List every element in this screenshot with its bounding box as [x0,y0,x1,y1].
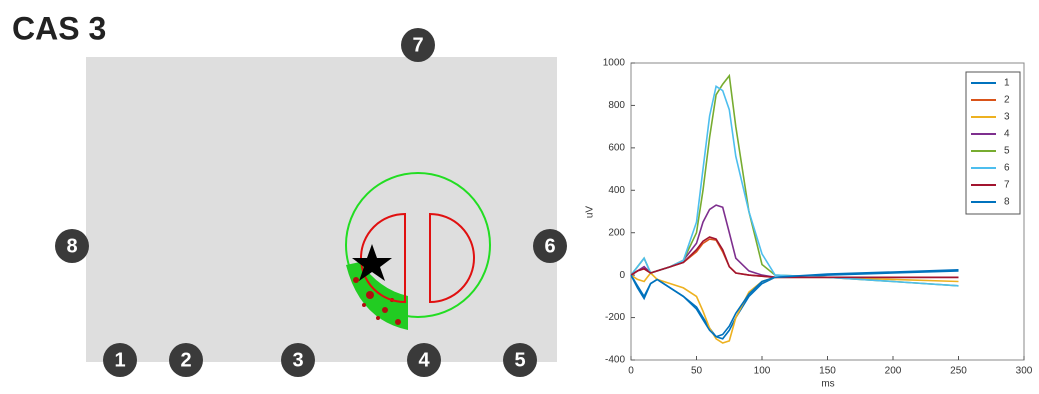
series-line [630,236,959,279]
y-tick-label: -200 [605,312,625,323]
y-tick-label: 600 [608,142,625,153]
legend-label: 1 [1004,78,1010,89]
marker-circle [281,343,315,377]
marker-label: 8 [66,235,77,257]
legend-label: 7 [1004,180,1010,191]
y-tick-label: 200 [608,227,625,238]
marker-circle [503,343,537,377]
marker-label: 7 [412,34,423,56]
x-tick-label: 100 [754,366,771,377]
marker-circle [401,28,435,62]
x-tick-label: 150 [819,366,836,377]
marker-circle [533,229,567,263]
marker-circle [103,343,137,377]
y-axis-label: uV [585,206,596,219]
y-tick-label: 400 [608,185,625,196]
series-line [630,269,959,338]
marker-circle [407,343,441,377]
ring [345,172,491,318]
star [352,244,392,281]
marker-label: 2 [180,349,191,371]
marker-label: 3 [292,349,303,371]
region [86,57,557,362]
marker-label: 5 [514,349,525,371]
x-axis-label: ms [821,379,834,390]
plot-area [630,62,1025,361]
x-tick-label: 300 [1016,366,1033,377]
marker-circle [169,343,203,377]
legend-label: 5 [1004,146,1010,157]
right-electrode [429,212,475,304]
diagram-title: CAS 3 [12,10,106,46]
legend-label: 6 [1004,163,1010,174]
y-tick-label: 0 [619,270,625,281]
legend-label: 4 [1004,129,1010,140]
y-tick-label: 1000 [603,58,626,69]
legend-label: 3 [1004,112,1010,123]
x-tick-label: 50 [691,366,703,377]
x-tick-label: 200 [885,366,902,377]
marker-label: 1 [114,349,125,371]
marker-circle [55,229,89,263]
marker-label: 6 [544,235,555,257]
legend-label: 2 [1004,95,1010,106]
legend-box [965,71,1021,215]
y-tick-label: 800 [608,100,625,111]
marker-label: 4 [418,349,430,371]
legend-label: 8 [1004,197,1010,208]
y-tick-label: -400 [605,355,625,366]
x-tick-label: 0 [628,366,634,377]
x-tick-label: 250 [950,366,967,377]
